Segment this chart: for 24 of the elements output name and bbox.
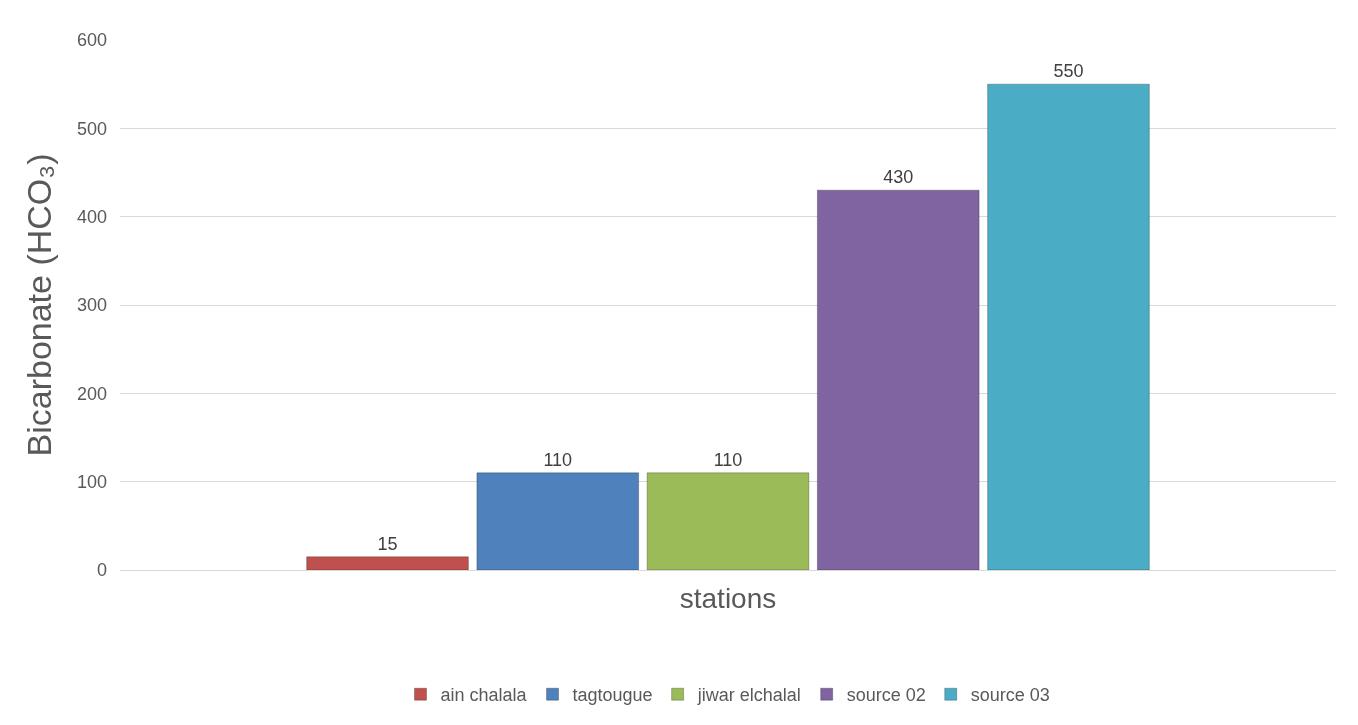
data-label: 110 [543,449,573,470]
legend-label: source 02 [846,685,926,706]
data-label: 110 [713,449,743,470]
y-tick-label: 400 [76,206,107,227]
bar [987,83,1150,570]
legend-label: source 03 [970,685,1050,706]
legend-label: ain chalala [440,685,528,706]
legend-label: tagtougue [572,685,653,706]
bar [646,472,810,570]
bar [816,189,980,570]
data-label: 430 [883,167,914,188]
y-tick-label: 300 [76,295,107,316]
bar [306,556,469,570]
x-axis-title: stations [679,582,777,614]
y-tick-label: 200 [76,383,107,404]
legend-label: jiwar elchalal [696,685,801,706]
y-axis-title: Bicarbonate (HCO₃) [19,153,58,457]
y-tick-label: 600 [76,30,107,51]
y-tick-label: 500 [76,118,107,139]
data-label: 550 [1053,61,1084,82]
y-tick-label: 100 [76,471,107,492]
data-label: 15 [377,533,398,554]
y-tick-label: 0 [96,560,107,581]
bar [476,472,640,570]
